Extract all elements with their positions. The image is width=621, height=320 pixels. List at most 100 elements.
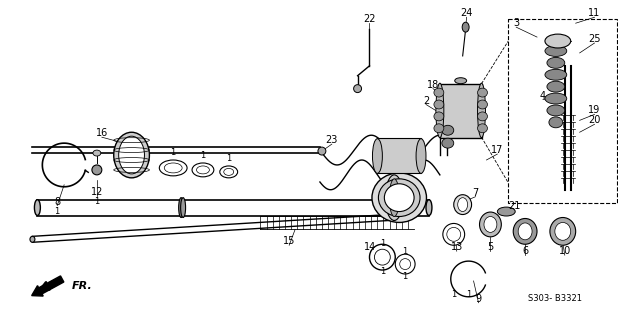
Ellipse shape xyxy=(478,88,487,97)
Bar xyxy=(508,19,617,203)
Text: 15: 15 xyxy=(283,236,296,246)
Text: 12: 12 xyxy=(91,187,103,197)
Ellipse shape xyxy=(545,34,571,48)
Ellipse shape xyxy=(446,228,461,241)
Text: 17: 17 xyxy=(491,145,504,155)
Ellipse shape xyxy=(479,212,501,237)
Text: 1: 1 xyxy=(94,197,99,206)
Text: 8: 8 xyxy=(54,196,60,207)
Ellipse shape xyxy=(93,150,101,156)
Ellipse shape xyxy=(373,139,383,173)
Ellipse shape xyxy=(545,45,567,56)
Ellipse shape xyxy=(545,69,567,80)
FancyArrow shape xyxy=(32,276,64,296)
Ellipse shape xyxy=(434,124,444,133)
Bar xyxy=(378,138,421,173)
Text: 1: 1 xyxy=(171,148,176,156)
Ellipse shape xyxy=(497,207,515,216)
Text: 5: 5 xyxy=(487,242,494,252)
Ellipse shape xyxy=(30,236,35,242)
Ellipse shape xyxy=(220,166,238,178)
Ellipse shape xyxy=(400,259,410,269)
Ellipse shape xyxy=(181,198,186,218)
Ellipse shape xyxy=(555,222,571,240)
Text: 1: 1 xyxy=(402,247,408,256)
Ellipse shape xyxy=(549,117,563,128)
Ellipse shape xyxy=(434,112,444,121)
Ellipse shape xyxy=(353,85,361,92)
Text: 9: 9 xyxy=(476,294,482,304)
Ellipse shape xyxy=(443,223,465,245)
Text: S303- B3321: S303- B3321 xyxy=(528,294,582,303)
Ellipse shape xyxy=(224,168,233,175)
Ellipse shape xyxy=(179,198,184,218)
Text: 10: 10 xyxy=(559,246,571,256)
Text: 20: 20 xyxy=(588,115,601,125)
Text: 19: 19 xyxy=(588,105,601,116)
Text: 21: 21 xyxy=(508,201,520,211)
Ellipse shape xyxy=(547,81,564,92)
Text: 16: 16 xyxy=(96,128,108,138)
Ellipse shape xyxy=(478,83,486,138)
Text: 22: 22 xyxy=(363,14,376,24)
Ellipse shape xyxy=(434,88,444,97)
Ellipse shape xyxy=(389,179,399,217)
Text: 23: 23 xyxy=(325,135,338,145)
Ellipse shape xyxy=(462,22,469,32)
Ellipse shape xyxy=(442,125,454,135)
Text: 3: 3 xyxy=(513,18,519,28)
Ellipse shape xyxy=(550,218,576,245)
Ellipse shape xyxy=(34,200,40,215)
Text: 24: 24 xyxy=(460,8,473,18)
Ellipse shape xyxy=(196,166,209,174)
Ellipse shape xyxy=(442,138,454,148)
Ellipse shape xyxy=(478,124,487,133)
Ellipse shape xyxy=(395,254,415,274)
Text: 1: 1 xyxy=(402,272,408,282)
Ellipse shape xyxy=(318,147,326,155)
Text: 1: 1 xyxy=(380,239,385,248)
Ellipse shape xyxy=(369,244,395,270)
Ellipse shape xyxy=(119,136,145,174)
Ellipse shape xyxy=(434,100,444,109)
Ellipse shape xyxy=(416,139,426,173)
Ellipse shape xyxy=(454,195,471,214)
Ellipse shape xyxy=(458,198,468,212)
Text: 14: 14 xyxy=(365,242,376,252)
Ellipse shape xyxy=(114,132,150,178)
Ellipse shape xyxy=(478,100,487,109)
Ellipse shape xyxy=(436,83,444,138)
Ellipse shape xyxy=(484,217,497,232)
Text: 6: 6 xyxy=(522,246,528,256)
Ellipse shape xyxy=(455,78,466,84)
Ellipse shape xyxy=(92,165,102,175)
Text: 13: 13 xyxy=(451,242,463,252)
Text: 1: 1 xyxy=(380,267,385,276)
Text: 1: 1 xyxy=(226,154,232,163)
Ellipse shape xyxy=(545,93,567,104)
Text: 7: 7 xyxy=(473,188,479,198)
Ellipse shape xyxy=(160,160,187,176)
Text: 1: 1 xyxy=(466,290,471,299)
Ellipse shape xyxy=(192,163,214,177)
Ellipse shape xyxy=(518,223,532,240)
Text: FR.: FR. xyxy=(72,281,93,291)
Text: 1: 1 xyxy=(55,207,60,216)
Ellipse shape xyxy=(386,175,403,220)
Ellipse shape xyxy=(547,57,564,68)
Text: 1: 1 xyxy=(451,290,456,299)
Ellipse shape xyxy=(426,200,432,215)
Text: 25: 25 xyxy=(588,34,601,44)
Text: 1: 1 xyxy=(201,150,206,160)
Ellipse shape xyxy=(372,173,427,222)
Ellipse shape xyxy=(374,249,391,265)
Ellipse shape xyxy=(478,112,487,121)
Ellipse shape xyxy=(547,105,564,116)
Text: 11: 11 xyxy=(588,8,601,18)
Ellipse shape xyxy=(378,179,420,217)
Bar xyxy=(440,84,481,138)
Text: 4: 4 xyxy=(540,91,546,100)
Ellipse shape xyxy=(165,163,182,173)
Text: 18: 18 xyxy=(427,80,439,90)
Ellipse shape xyxy=(384,184,414,212)
